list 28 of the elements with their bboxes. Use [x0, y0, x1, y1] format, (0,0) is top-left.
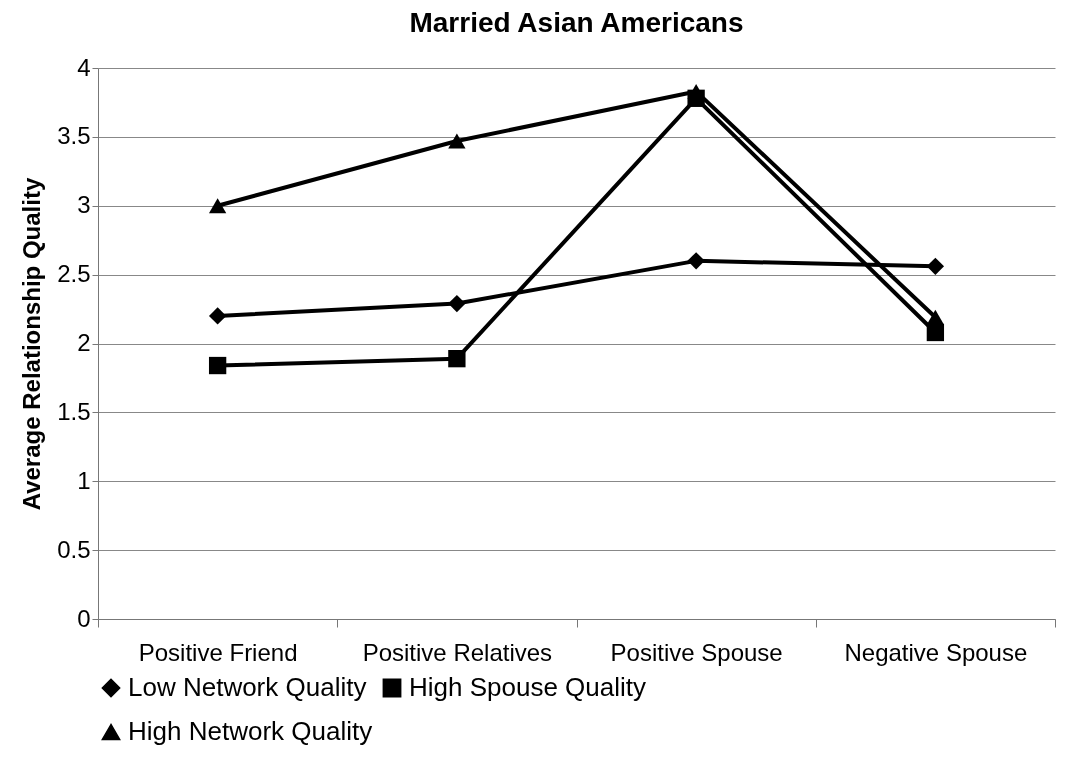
y-tick-label: 2.5 [57, 260, 91, 288]
y-tick-label: 1.5 [57, 397, 91, 425]
y-tick-label: 4 [77, 53, 91, 81]
legend-label: Low Network Quality [128, 672, 367, 702]
x-tick-label: Positive Spouse [610, 638, 783, 666]
point [687, 252, 705, 270]
x-tick-label: Positive Relatives [362, 638, 553, 666]
point [926, 309, 945, 325]
x-tick-label: Positive Friend [138, 638, 298, 666]
point [926, 323, 945, 342]
y-tick-label: 0.5 [57, 535, 91, 563]
point [448, 349, 466, 368]
point [208, 356, 227, 375]
point [208, 307, 227, 325]
y-tick-label: 2 [77, 329, 91, 356]
point [208, 198, 227, 214]
legend-label: High Network Quality [128, 716, 373, 746]
point [926, 257, 945, 276]
chart-title: Married Asian Americans [409, 7, 744, 38]
x-tick-label: Negative Spouse [844, 638, 1028, 666]
y-tick-label: 0 [77, 604, 91, 632]
y-tick-label: 3 [77, 191, 91, 219]
y-tick-label: 1 [77, 466, 91, 494]
legend-label: High Spouse Quality [409, 672, 647, 702]
point [448, 133, 466, 149]
y-axis-title: Average Relationship Quality [18, 177, 46, 511]
point [448, 294, 466, 313]
y-tick-label: 3.5 [57, 122, 91, 150]
